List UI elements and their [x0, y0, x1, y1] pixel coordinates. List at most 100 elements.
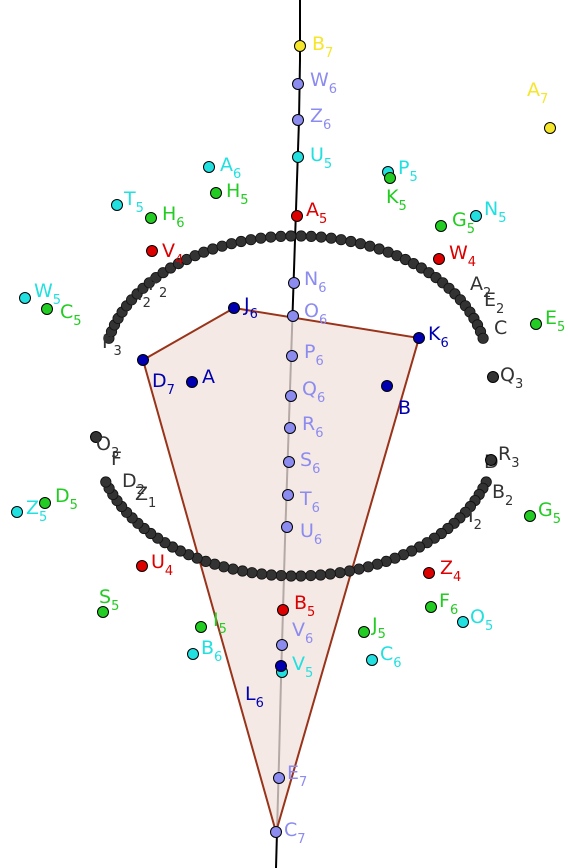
point-s5 [97, 606, 109, 618]
point-label-a6: A6 [220, 154, 241, 182]
point-label-e7: E7 [287, 762, 307, 790]
point-label-o6: O6 [304, 300, 327, 328]
lower-arc-dot [295, 570, 307, 582]
point-label-e5-letter: E [545, 307, 557, 329]
point-z4 [423, 567, 435, 579]
upper-arc-dot [285, 230, 297, 242]
upper-arc-dot [225, 238, 238, 250]
point-label-g5b: G5 [538, 499, 561, 527]
point-label-z4-subscript: 4 [453, 570, 461, 585]
lower-arc-label-subscript: 2 [474, 518, 482, 533]
point-u4 [136, 560, 148, 572]
point-label-b6-subscript: 6 [214, 650, 222, 665]
point-label-a: A [202, 366, 215, 388]
point-label-u4-subscript: 4 [165, 564, 173, 579]
upper-arc-label-letter: C [494, 317, 507, 339]
upper-arc-dot [305, 230, 317, 242]
point-e7 [273, 772, 285, 784]
point-label-h6-letter: H [162, 203, 176, 225]
point-label-t6-subscript: 6 [312, 501, 320, 516]
point-label-a6-subscript: 6 [233, 167, 241, 182]
point-label-l6-letter: L [245, 683, 256, 705]
point-a [186, 376, 198, 388]
point-label-b6-letter: B [201, 637, 214, 659]
lower-arc-label-letter: B [492, 481, 505, 503]
point-label-c6: C6 [380, 643, 402, 671]
lower-arc-label-letter: I [468, 505, 474, 527]
point-label-o5: O5 [470, 606, 493, 634]
upper-arc-dot [255, 232, 267, 244]
point-r6 [284, 422, 296, 434]
point-v6 [276, 639, 288, 651]
point-label-l6: L6 [245, 683, 264, 711]
point-label-v6: V6 [292, 619, 313, 647]
point-label-d5-subscript: 5 [70, 498, 78, 513]
point-label-j5-letter: J [371, 614, 378, 636]
point-k6 [413, 332, 425, 344]
point-label-z6: Z6 [310, 105, 331, 133]
point-label-q3: Q3 [500, 364, 523, 392]
lower-arc-label: I2 [468, 505, 482, 533]
point-label-d5: D5 [55, 485, 78, 513]
point-label-b5-letter: B [294, 592, 307, 614]
point-label-u4: U4 [151, 551, 173, 579]
point-label-r3: R3 [498, 443, 519, 471]
point-label-e5: E5 [545, 307, 565, 335]
lower-arc-label: F [111, 448, 122, 470]
kite-shape [141, 306, 421, 836]
point-label-t6-letter: T [299, 488, 312, 510]
point-label-c7: C7 [284, 819, 306, 847]
point-z5 [11, 506, 23, 518]
point-d5 [39, 497, 51, 509]
point-label-k5-subscript: 5 [398, 199, 406, 214]
point-label-z6-subscript: 6 [323, 118, 331, 133]
point-k5 [384, 172, 396, 184]
upper-arc-label: P3 [102, 331, 122, 359]
upper-arc-label-letter: I [137, 283, 143, 305]
point-label-b-letter: B [398, 397, 411, 419]
lower-arc-dot [334, 567, 346, 579]
lower-arc-label-letter: D [122, 470, 137, 492]
point-label-b5-subscript: 5 [307, 605, 315, 620]
point-label-c6-letter: C [380, 643, 393, 665]
point-label-o3: O3 [96, 433, 119, 461]
point-label-h6: H6 [162, 203, 185, 231]
point-label-h5: H5 [226, 180, 249, 208]
point-e5 [530, 318, 542, 330]
point-label-v6-subscript: 6 [305, 632, 313, 647]
upper-arc-label: C [494, 317, 507, 339]
point-label-w5: W5 [34, 280, 61, 308]
point-label-s6: S6 [300, 449, 320, 477]
point-label-v6-letter: V [292, 619, 305, 641]
point-w4 [433, 253, 445, 265]
lower-arc-label: D2 [122, 470, 145, 498]
point-g5 [435, 220, 447, 232]
upper-arc-dot [315, 231, 327, 243]
lower-arc-dot [353, 563, 365, 575]
point-label-s5-letter: S [99, 586, 111, 608]
point-b [381, 380, 393, 392]
point-label-d5-letter: D [55, 485, 70, 507]
point-label-o6-letter: O [304, 300, 319, 322]
point-s6 [283, 456, 295, 468]
point-label-c5-subscript: 5 [73, 314, 81, 329]
lower-arc-dot [305, 569, 317, 582]
upper-arc-dot [335, 234, 347, 246]
point-label-s5: S5 [99, 586, 119, 614]
point-label-f6-subscript: 6 [450, 603, 458, 618]
point-label-z5-subscript: 5 [39, 510, 47, 525]
point-label-w6-letter: W [310, 69, 329, 91]
point-label-j6-letter: J [243, 294, 250, 316]
point-label-j5: J5 [371, 614, 386, 642]
point-label-k5: K5 [386, 186, 407, 214]
point-label-a6-letter: A [220, 154, 233, 176]
point-label-u5-subscript: 5 [324, 157, 332, 172]
point-u5 [292, 151, 304, 163]
point-label-n6-subscript: 6 [318, 281, 326, 296]
point-label-a7-subscript: 7 [540, 92, 548, 107]
upper-arc-label-letter: E [484, 289, 496, 311]
point-label-v5: V5 [292, 653, 313, 681]
upper-arc-label-letter: F [148, 273, 159, 295]
point-label-t6: T6 [299, 488, 320, 516]
upper-arc-dot [325, 232, 337, 244]
